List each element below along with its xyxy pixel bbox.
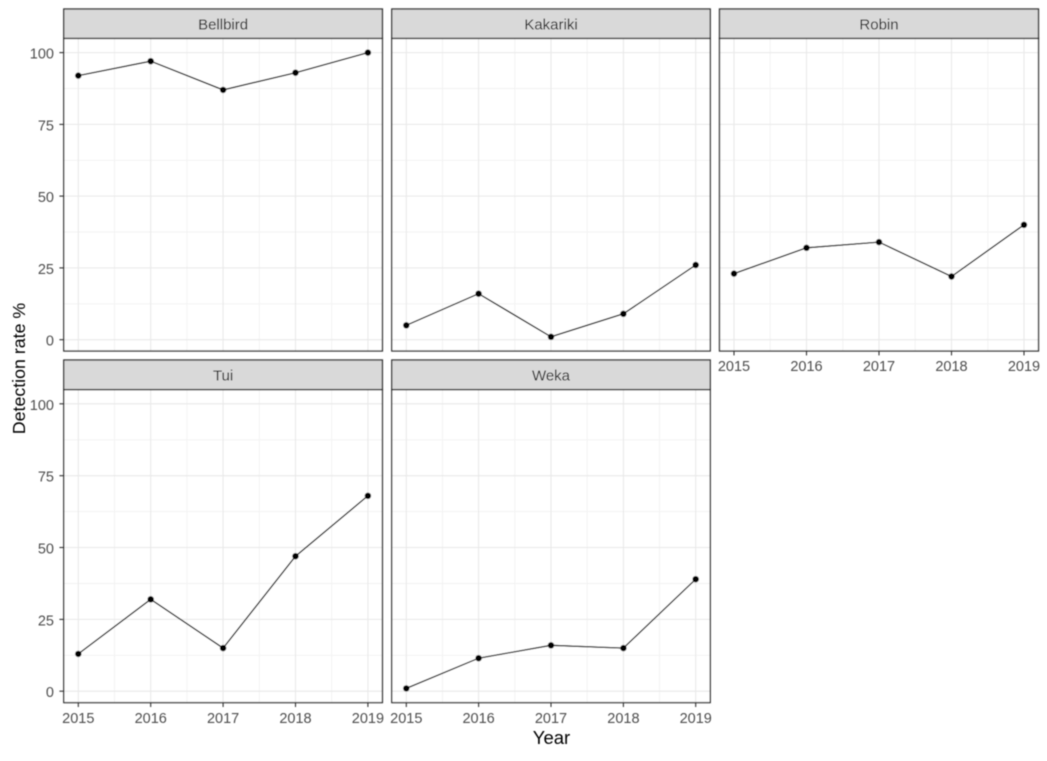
svg-text:0: 0 [46,685,54,701]
svg-text:2019: 2019 [352,711,384,727]
svg-text:2015: 2015 [62,711,94,727]
svg-text:0: 0 [46,334,54,350]
svg-text:50: 50 [38,190,54,206]
svg-text:100: 100 [30,398,54,414]
svg-text:2018: 2018 [279,711,311,727]
svg-text:Robin: Robin [859,17,898,34]
svg-text:Year: Year [533,727,570,748]
svg-text:2018: 2018 [607,711,639,727]
svg-text:2017: 2017 [863,359,895,375]
svg-text:75: 75 [38,118,54,134]
svg-text:50: 50 [38,542,54,558]
svg-text:2018: 2018 [935,359,967,375]
svg-text:75: 75 [38,470,54,486]
svg-text:2015: 2015 [390,711,422,727]
svg-text:2016: 2016 [462,711,494,727]
svg-text:2017: 2017 [535,711,567,727]
svg-text:2015: 2015 [718,359,750,375]
svg-text:Kakariki: Kakariki [524,17,577,34]
svg-text:25: 25 [38,613,54,629]
svg-text:2019: 2019 [1008,359,1040,375]
svg-text:2016: 2016 [790,359,822,375]
svg-text:100: 100 [30,47,54,63]
svg-text:25: 25 [38,262,54,278]
svg-text:2016: 2016 [135,711,167,727]
svg-text:2019: 2019 [680,711,712,727]
svg-text:Detection rate %: Detection rate % [9,303,29,435]
svg-text:Weka: Weka [532,368,571,385]
svg-text:Bellbird: Bellbird [198,17,248,34]
svg-text:Tui: Tui [213,368,233,385]
svg-text:2017: 2017 [207,711,239,727]
